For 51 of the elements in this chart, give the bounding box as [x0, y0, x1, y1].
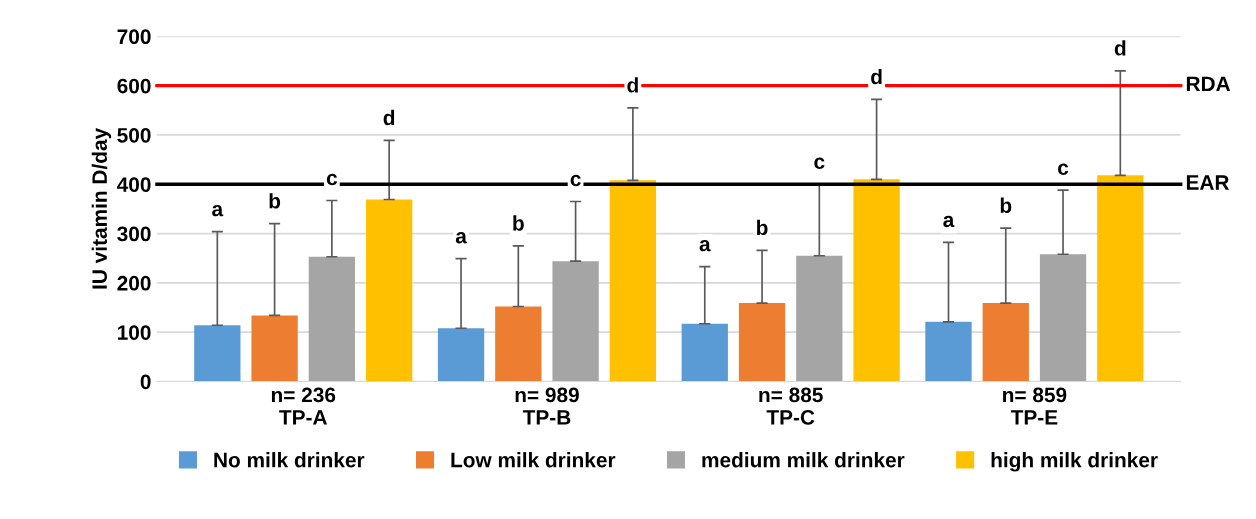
y-tick-label: 200 — [117, 275, 151, 291]
annotation: d — [627, 77, 638, 93]
bar — [552, 261, 599, 382]
legend-label: high milk drinker — [991, 452, 1158, 472]
annotation: b — [757, 219, 768, 236]
y-tick-label: 700 — [117, 29, 151, 45]
bar — [1097, 175, 1144, 382]
x-tick-label: n= 859 TP-E — [1003, 387, 1067, 425]
annotation: a — [455, 232, 467, 244]
bar — [251, 315, 298, 382]
bar — [495, 306, 542, 382]
bar — [681, 323, 728, 382]
bar — [853, 179, 900, 382]
annotation: b — [269, 193, 281, 209]
y-tick-label: 0 — [140, 374, 151, 390]
annotation: d — [871, 68, 882, 85]
x-tick-label: n= 885 TP-C — [759, 387, 823, 425]
x-tick-label: n= 989 TP-B — [515, 387, 579, 425]
bar — [365, 199, 413, 382]
y-tick-label: 400 — [117, 177, 151, 192]
annotation: a — [943, 215, 955, 228]
bar — [982, 303, 1029, 382]
annotation: c — [1058, 163, 1069, 175]
bar — [1039, 254, 1087, 382]
x-tick-label: n= 236 TP-A — [271, 387, 336, 425]
y-axis-title: IU vitamin D/day — [91, 127, 112, 289]
legend-label: medium milk drinker — [702, 452, 905, 468]
ref-line-label: RDA — [1186, 76, 1231, 92]
annotation: d — [1114, 40, 1126, 56]
y-tick-label: 100 — [118, 325, 151, 340]
legend-label: No milk drinker — [214, 452, 365, 468]
y-tick-label: 500 — [117, 127, 151, 143]
annotation: c — [814, 157, 825, 170]
bar — [738, 303, 786, 382]
bar — [437, 328, 485, 382]
annotation: c — [570, 174, 581, 187]
bar — [609, 180, 657, 382]
bar — [308, 256, 356, 382]
annotation: d — [383, 109, 395, 126]
y-tick-label: 300 — [117, 226, 151, 242]
annotation: c — [326, 173, 338, 186]
bar — [194, 325, 241, 382]
y-tick-label: 600 — [117, 78, 151, 94]
annotation: b — [1000, 197, 1012, 213]
annotation: b — [513, 215, 524, 231]
bar — [925, 321, 972, 382]
ref-line-label: EAR — [1186, 175, 1230, 190]
legend-label: Low milk drinker — [451, 452, 616, 468]
annotation: a — [699, 239, 711, 252]
bar — [796, 255, 843, 382]
annotation: a — [212, 204, 224, 217]
